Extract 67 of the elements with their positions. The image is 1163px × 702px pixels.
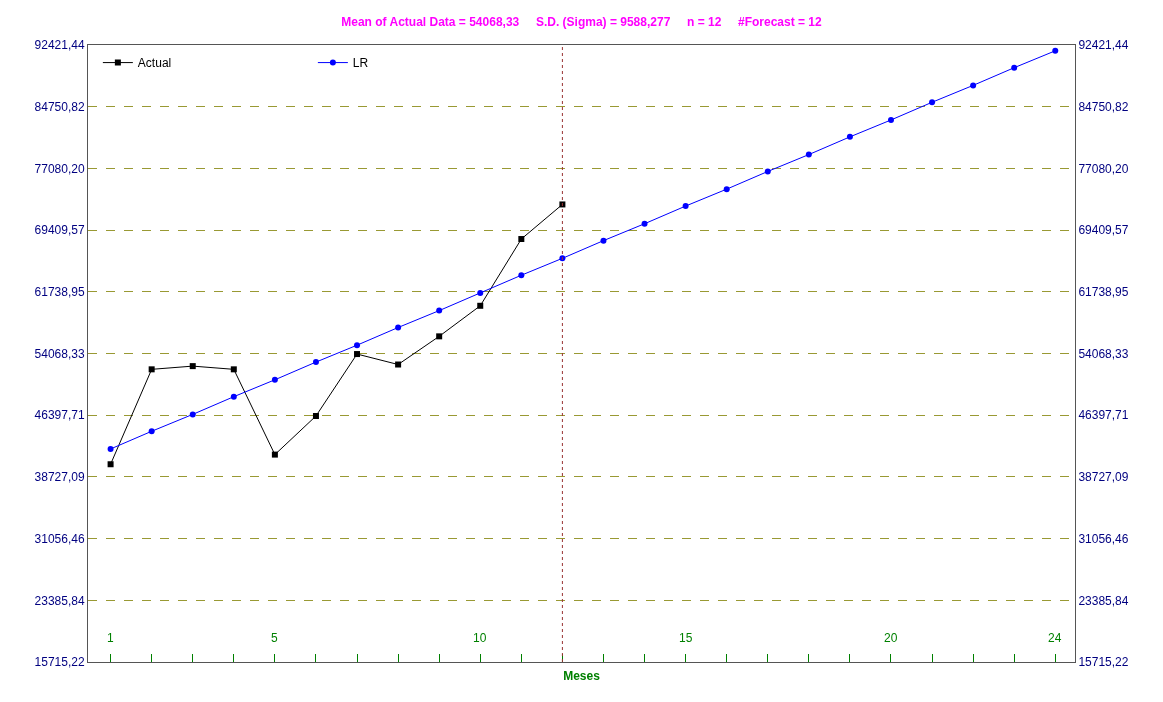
point: [600, 237, 607, 244]
point: [887, 116, 894, 123]
point: [271, 376, 278, 383]
y-tick-label: 23385,84: [34, 593, 85, 608]
y-tick-label: 92421,44: [34, 38, 85, 53]
y2-tick-label: 54068,33: [1078, 346, 1129, 361]
point: [148, 366, 155, 373]
y2-tick-label: 46397,71: [1078, 408, 1129, 423]
point: [805, 151, 812, 158]
point: [312, 412, 319, 419]
point: [230, 366, 237, 373]
x-tick-label: 24: [1048, 631, 1062, 645]
point: [271, 451, 278, 458]
x-tick-label: 20: [884, 631, 898, 645]
x-tick-label: 1: [107, 631, 114, 645]
y-tick-label: 38727,09: [34, 470, 85, 485]
y2-tick-label: 69409,57: [1078, 223, 1129, 238]
x-tick-label: 5: [271, 631, 278, 645]
y-tick-label: 46397,71: [34, 408, 85, 423]
point: [230, 393, 237, 400]
point: [395, 361, 402, 368]
point: [436, 307, 443, 314]
y2-tick-label: 15715,22: [1078, 655, 1129, 670]
legend-label: Actual: [137, 56, 172, 71]
point: [723, 186, 730, 193]
y-tick-label: 54068,33: [34, 346, 85, 361]
point: [846, 133, 853, 140]
point: [518, 272, 525, 279]
point: [107, 461, 114, 468]
point: [148, 428, 155, 435]
point: [1011, 64, 1018, 71]
point: [189, 411, 196, 418]
point: [189, 363, 196, 370]
y-tick-label: 77080,20: [34, 161, 85, 176]
point: [312, 359, 319, 366]
y2-tick-label: 92421,44: [1078, 38, 1129, 53]
y2-tick-label: 61738,95: [1078, 285, 1129, 299]
y2-tick-label: 38727,09: [1078, 470, 1129, 485]
y2-tick-label: 23385,84: [1078, 593, 1129, 608]
y-tick-label: 61738,95: [34, 285, 85, 299]
y-tick-label: 84750,82: [34, 99, 85, 114]
y2-tick-label: 84750,82: [1078, 99, 1129, 114]
point: [436, 333, 443, 340]
x-tick-label: 10: [473, 631, 487, 645]
point: [477, 302, 484, 309]
point: [354, 351, 361, 358]
legend-label: LR: [352, 56, 369, 71]
point: [1052, 47, 1059, 54]
point: [477, 289, 484, 296]
chart-title: Mean of Actual Data = 54068,33 S.D. (Sigma) = 9588,277 n = 12 #Forecast = 12: [341, 14, 823, 29]
y-tick-label: 15715,22: [34, 655, 85, 670]
x-axis-title: Meses: [563, 668, 601, 683]
point: [929, 99, 936, 106]
point: [395, 324, 402, 331]
point: [354, 342, 361, 349]
point: [641, 220, 648, 227]
y2-tick-label: 77080,20: [1078, 161, 1129, 176]
x-tick-label: 15: [679, 631, 693, 645]
point: [764, 168, 771, 175]
point: [518, 236, 525, 243]
point: [970, 82, 977, 89]
point: [559, 201, 566, 208]
point: [682, 203, 689, 210]
y-tick-label: 31056,46: [34, 531, 85, 546]
y2-tick-label: 31056,46: [1078, 531, 1129, 546]
point: [107, 445, 114, 452]
y-tick-label: 69409,57: [34, 223, 85, 238]
